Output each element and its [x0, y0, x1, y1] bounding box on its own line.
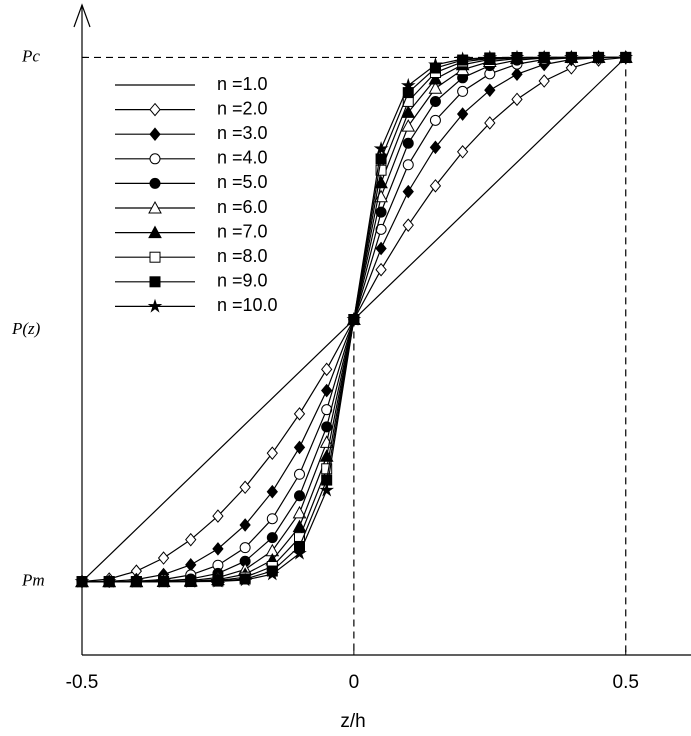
marker [265, 566, 280, 581]
marker [429, 95, 441, 107]
legend-label: n =7.0 [217, 221, 268, 241]
marker [429, 179, 442, 193]
y-tick-label: Pc [21, 46, 40, 65]
marker [321, 383, 333, 398]
marker [239, 480, 251, 495]
marker [239, 542, 251, 554]
marker [129, 573, 144, 588]
marker [266, 484, 278, 499]
marker [319, 482, 334, 497]
legend-marker [148, 200, 162, 214]
y-axis-label: P(z) [11, 319, 41, 338]
marker [565, 61, 578, 75]
marker [292, 545, 307, 560]
marker [402, 159, 414, 171]
marker [321, 404, 333, 416]
marker [373, 141, 389, 155]
marker [294, 490, 305, 502]
marker [509, 49, 525, 64]
marker [266, 532, 278, 544]
marker [156, 573, 171, 588]
marker [210, 573, 226, 588]
legend-label: n =8.0 [217, 246, 268, 266]
marker [101, 573, 117, 588]
legend-marker [149, 276, 161, 288]
marker [564, 49, 579, 64]
legend-marker [149, 127, 161, 141]
marker [266, 513, 278, 525]
marker [319, 449, 334, 462]
marker [402, 137, 414, 149]
marker [538, 74, 550, 88]
marker [482, 50, 498, 64]
marker [212, 542, 224, 556]
marker [292, 505, 307, 519]
legend-label: n =9.0 [217, 271, 268, 291]
marker [402, 184, 414, 199]
legend-label: n =2.0 [217, 98, 268, 118]
marker [321, 362, 333, 377]
marker [375, 164, 387, 176]
marker [321, 463, 333, 475]
marker [428, 71, 443, 85]
marker [400, 77, 416, 92]
marker [456, 144, 469, 159]
legend-marker [147, 298, 163, 313]
y-axis-arrow [73, 3, 91, 28]
marker [239, 518, 251, 532]
x-tick-label: 0 [349, 672, 360, 693]
marker [402, 218, 414, 232]
marker [401, 119, 416, 132]
marker [429, 140, 442, 155]
marker [183, 573, 199, 588]
marker [74, 573, 90, 588]
marker [591, 49, 606, 64]
legend-label: n =1.0 [217, 74, 268, 94]
legend-label: n =4.0 [217, 148, 268, 168]
legend-marker [149, 102, 161, 117]
marker [375, 262, 387, 277]
marker [484, 83, 496, 97]
x-tick-label: -0.5 [66, 672, 99, 693]
legend-label: n =5.0 [217, 172, 268, 192]
marker [457, 85, 469, 97]
marker [375, 153, 387, 165]
legend-marker [148, 225, 162, 239]
marker [455, 51, 470, 66]
marker [293, 440, 306, 455]
marker [511, 92, 523, 107]
marker [212, 509, 224, 523]
marker [375, 241, 387, 256]
legend-marker [149, 251, 161, 263]
marker [157, 551, 170, 565]
marker [484, 116, 496, 130]
marker [618, 49, 634, 64]
marker [429, 114, 441, 126]
marker [237, 572, 253, 587]
legend-marker [149, 177, 161, 189]
marker [401, 105, 416, 118]
x-tick-label: 0.5 [613, 672, 639, 693]
marker [185, 558, 197, 572]
marker [456, 107, 469, 121]
marker [536, 49, 552, 64]
legend-label: n =6.0 [217, 197, 268, 217]
marker [293, 407, 306, 421]
marker [375, 223, 387, 235]
legend-marker [149, 153, 161, 165]
x-axis-label: z/h [340, 711, 365, 732]
marker [185, 532, 197, 547]
legend-label: n =10.0 [217, 295, 278, 315]
marker [511, 67, 523, 81]
marker [428, 81, 443, 94]
marker [428, 57, 443, 72]
legend-label: n =3.0 [217, 123, 268, 143]
marker [266, 446, 278, 460]
marker [294, 468, 305, 480]
y-tick-label: Pm [21, 571, 45, 590]
marker [346, 311, 362, 326]
